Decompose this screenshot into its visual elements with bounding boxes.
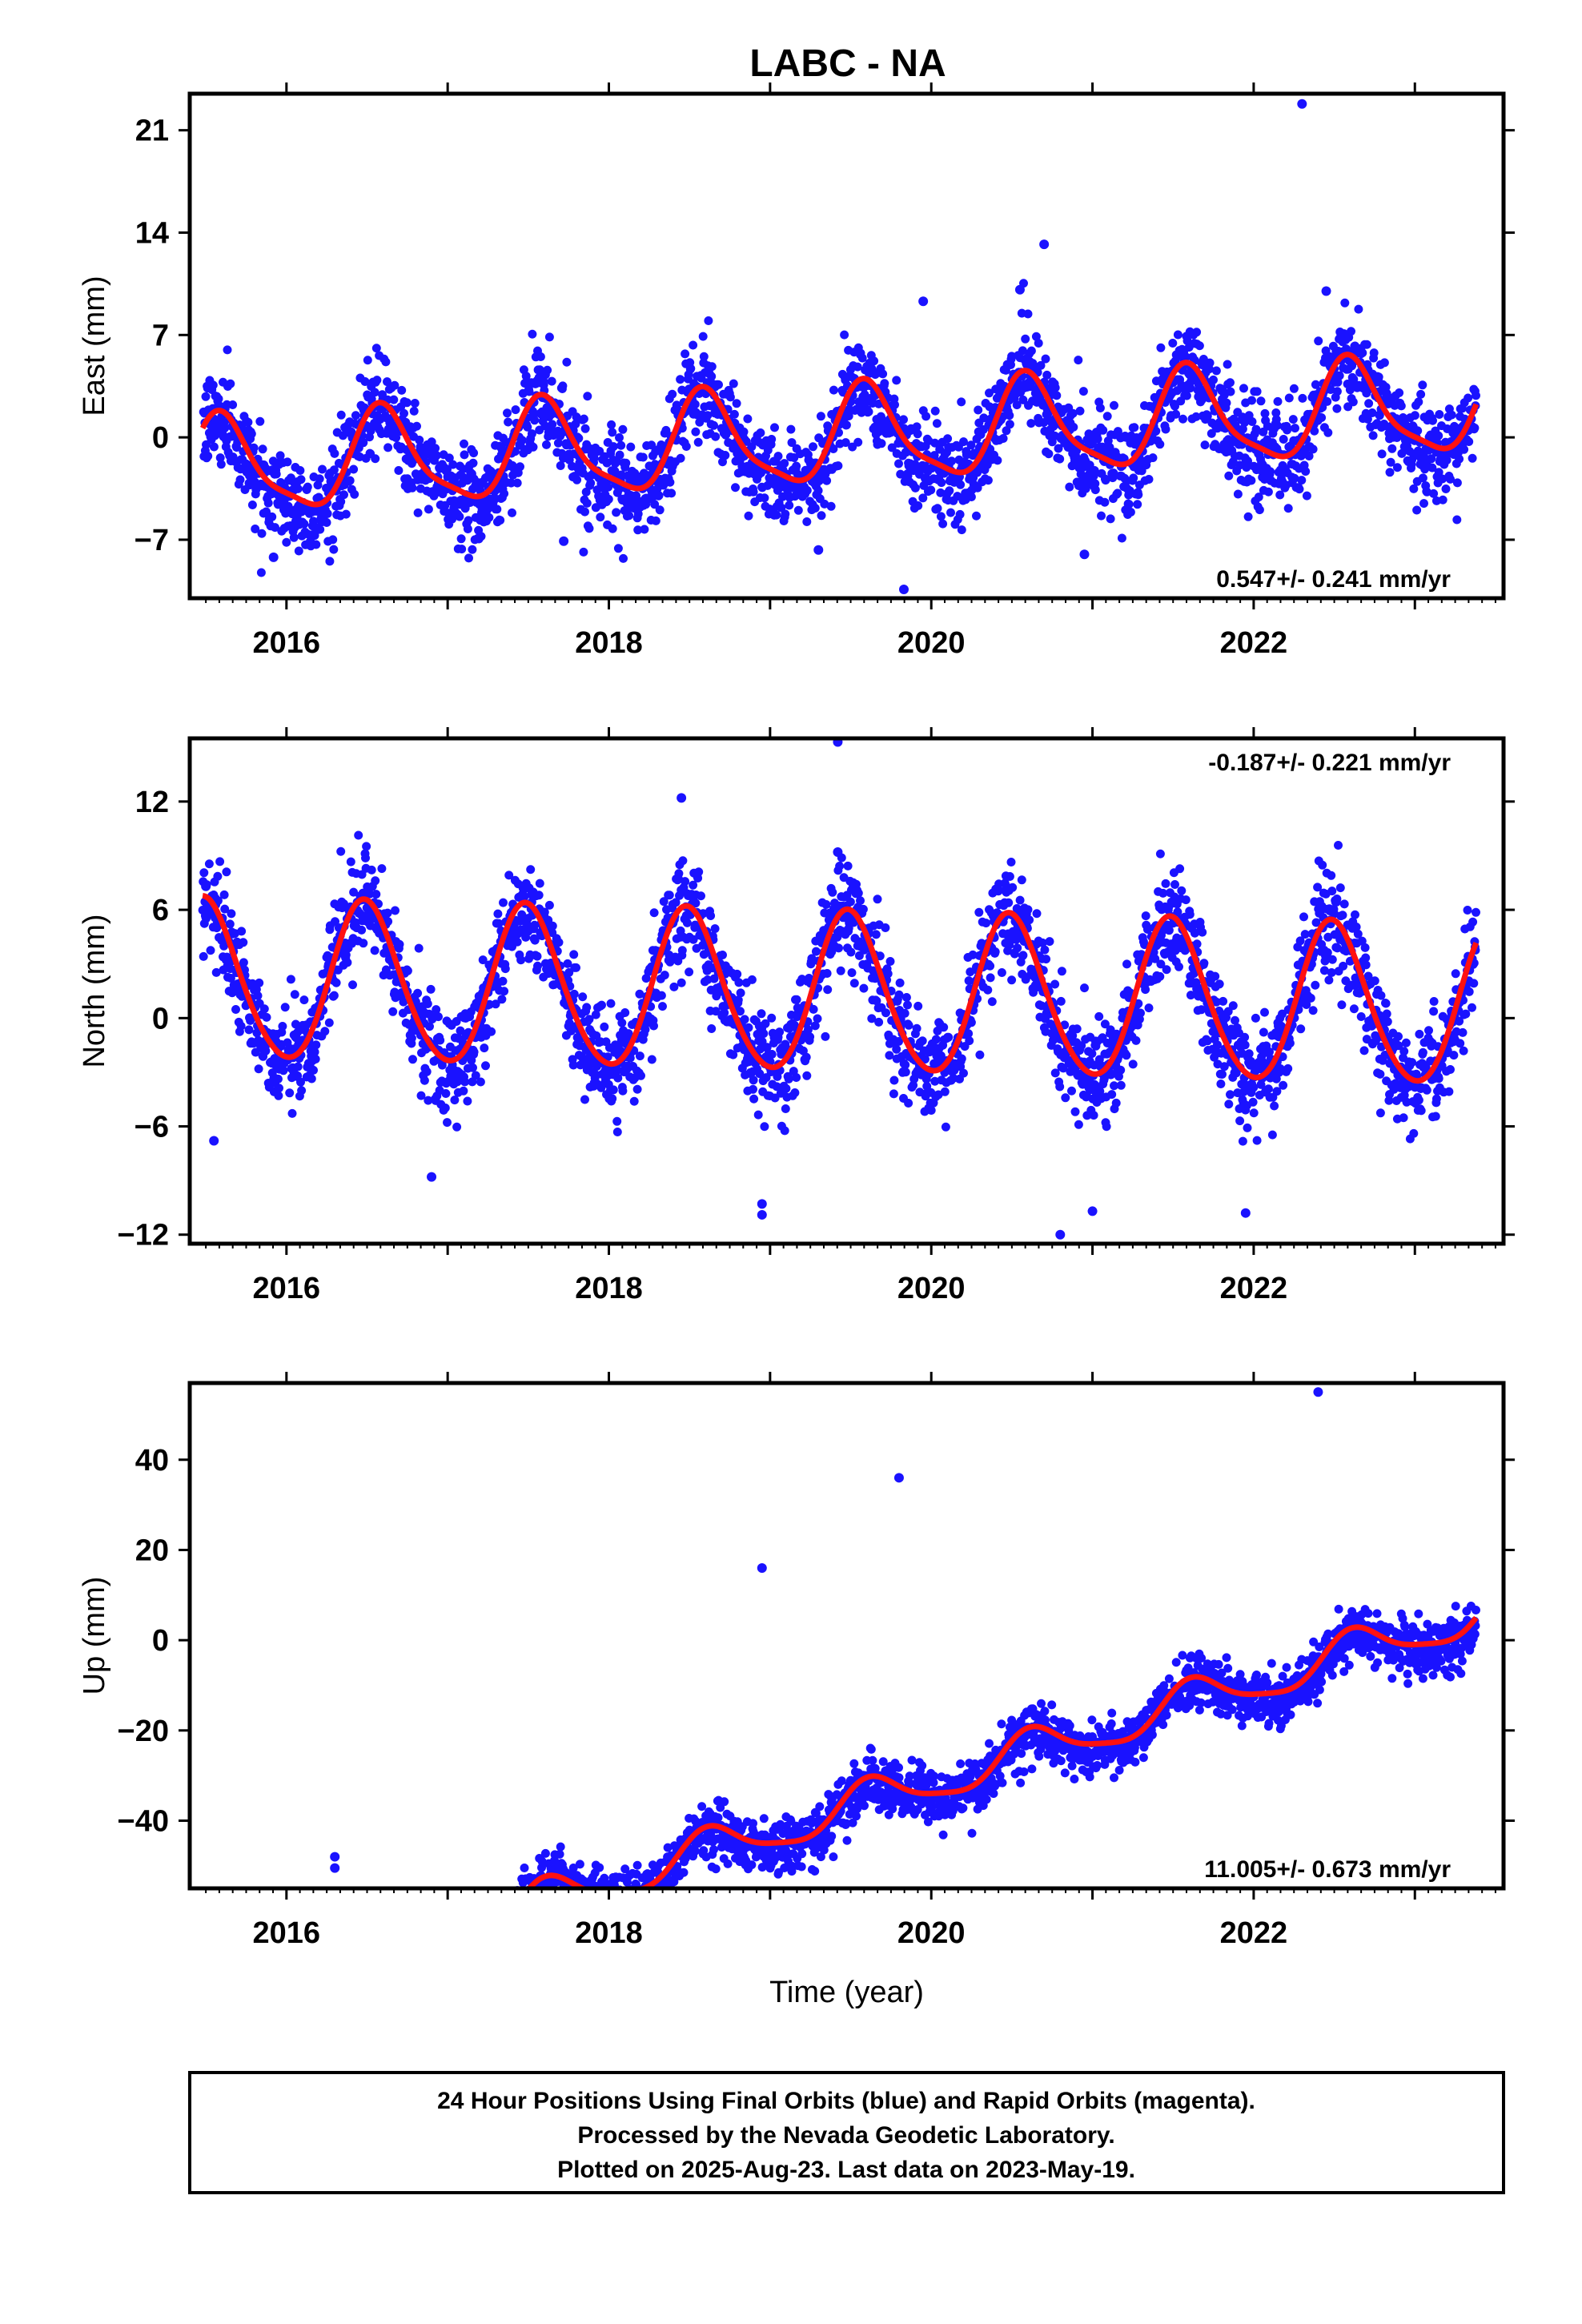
x-tick-label: 2022 bbox=[1220, 626, 1288, 660]
outlier-point-9 bbox=[918, 296, 929, 307]
outlier-point-7 bbox=[1055, 1229, 1066, 1240]
data-points bbox=[330, 1387, 1480, 1888]
panel-1: 2016 2018 2020 2022 21 14 7 0 −7 East (mm) 0.547+/… bbox=[78, 82, 1515, 660]
x-tick-label: 2022 bbox=[1220, 1272, 1288, 1305]
fit-curve bbox=[525, 1615, 1479, 1888]
outlier-point-7 bbox=[268, 552, 279, 562]
outlier-point-2 bbox=[757, 1562, 767, 1573]
footer-line-3: Plotted on 2025-Aug-23. Last data on 202… bbox=[557, 2157, 1135, 2183]
outlier-point-4 bbox=[427, 1172, 437, 1182]
outlier-point-2 bbox=[833, 846, 843, 857]
outlier-point-3 bbox=[209, 1136, 219, 1146]
outlier-point-1 bbox=[1313, 1387, 1323, 1397]
x-tick-label: 2018 bbox=[575, 626, 643, 660]
scatter-series bbox=[198, 830, 1481, 1146]
y-tick-label: 14 bbox=[135, 216, 169, 250]
y-tick-label: −6 bbox=[135, 1111, 169, 1144]
x-tick-label: 2020 bbox=[897, 626, 966, 660]
outlier-point-6 bbox=[559, 536, 569, 546]
footer-line-1: 24 Hour Positions Using Final Orbits (bl… bbox=[437, 2088, 1255, 2114]
plot-frame bbox=[187, 91, 1506, 601]
outlier-point-2 bbox=[1014, 284, 1025, 295]
outlier-point-1 bbox=[677, 793, 687, 803]
y-tick-label: 21 bbox=[135, 115, 169, 148]
x-tick-label: 2016 bbox=[253, 1916, 321, 1950]
plot-frame bbox=[187, 1381, 1506, 1891]
outlier-point-0 bbox=[1297, 99, 1307, 109]
y-tick-label: 12 bbox=[135, 786, 169, 819]
outlier-point-8 bbox=[1321, 286, 1331, 296]
x-tick-label: 2020 bbox=[897, 1916, 966, 1950]
figure-title: LABC - NA bbox=[749, 42, 946, 85]
x-axis-label: Time (year) bbox=[769, 1976, 924, 2009]
y-axis-label: East (mm) bbox=[78, 275, 111, 416]
outlier-point-5 bbox=[1079, 549, 1090, 560]
panel-3: 2016 2018 2020 2022 40 20 0 −20 −40 Up (mm) 11.005… bbox=[78, 1372, 1515, 2009]
y-tick-label: 0 bbox=[152, 1624, 169, 1658]
y-tick-label: −20 bbox=[118, 1715, 169, 1748]
y-tick-label: 40 bbox=[135, 1444, 169, 1478]
footer-frame bbox=[188, 2071, 1505, 2194]
outlier-point-8 bbox=[1087, 1206, 1098, 1216]
data-points bbox=[198, 738, 1481, 1240]
outlier-point-3 bbox=[898, 585, 909, 595]
rate-label: 0.547+/- 0.241 mm/yr bbox=[1216, 566, 1451, 593]
x-tick-label: 2016 bbox=[253, 626, 321, 660]
outlier-point-10 bbox=[201, 881, 211, 891]
x-tick-label: 2020 bbox=[897, 1272, 966, 1305]
footer-box: 24 Hour Positions Using Final Orbits (bl… bbox=[188, 2071, 1505, 2194]
outlier-point-1 bbox=[1039, 239, 1050, 250]
outlier-point-0 bbox=[833, 738, 843, 747]
fit-curve bbox=[199, 352, 1480, 508]
y-tick-label: −7 bbox=[135, 524, 169, 557]
scatter-series bbox=[199, 279, 1480, 577]
scatter-series bbox=[499, 1602, 1480, 1888]
x-tick-label: 2018 bbox=[575, 1916, 643, 1950]
panels-group: 2016 2018 2020 2022 21 14 7 0 −7 East (mm) 0.547+/… bbox=[78, 82, 1515, 2009]
outlier-point-6 bbox=[757, 1199, 767, 1209]
y-tick-label: 6 bbox=[152, 894, 169, 927]
y-tick-label: −12 bbox=[118, 1219, 169, 1252]
y-tick-label: 20 bbox=[135, 1534, 169, 1567]
outlier-point-3 bbox=[330, 1863, 340, 1873]
x-tick-label: 2018 bbox=[575, 1272, 643, 1305]
outlier-point-4 bbox=[330, 1852, 340, 1862]
rate-label: -0.187+/- 0.221 mm/yr bbox=[1208, 750, 1451, 776]
outlier-point-4 bbox=[813, 545, 824, 555]
y-tick-label: −40 bbox=[118, 1804, 169, 1838]
x-tick-label: 2022 bbox=[1220, 1916, 1288, 1950]
y-tick-label: 0 bbox=[152, 1002, 169, 1035]
data-points bbox=[199, 99, 1480, 595]
x-tick-label: 2016 bbox=[253, 1272, 321, 1305]
panel-2: 2016 2018 2020 2022 12 6 0 −6 −12 North (mm) -0.18… bbox=[78, 727, 1515, 1305]
y-tick-label: 7 bbox=[152, 319, 169, 352]
fit-curve bbox=[201, 893, 1480, 1084]
y-axis-label: North (mm) bbox=[78, 914, 111, 1068]
footer-line-2: Processed by the Nevada Geodetic Laborat… bbox=[577, 2122, 1114, 2149]
y-tick-label: 0 bbox=[152, 421, 169, 455]
outlier-point-0 bbox=[893, 1473, 904, 1483]
plot-frame bbox=[187, 736, 1506, 1246]
outlier-point-5 bbox=[757, 1209, 767, 1220]
y-axis-label: Up (mm) bbox=[78, 1577, 111, 1695]
rate-label: 11.005+/- 0.673 mm/yr bbox=[1204, 1856, 1451, 1883]
outlier-point-9 bbox=[1240, 1208, 1251, 1218]
